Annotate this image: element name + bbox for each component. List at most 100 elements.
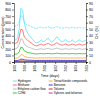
tick-label: 1/03 [74, 65, 78, 72]
legend-swatch [13, 85, 17, 86]
tick-mark [12, 16, 14, 17]
lines [14, 8, 86, 61]
x-axis-line [15, 63, 87, 65]
tick: 80 [86, 8, 93, 12]
tick-mark [12, 10, 14, 11]
tick: 40 [86, 34, 93, 38]
tick-mark [86, 3, 88, 4]
tick-mark [12, 55, 14, 56]
tick-mark [12, 62, 14, 63]
series-line [14, 15, 86, 28]
tick: 200 [5, 48, 14, 52]
tick: 60 [86, 21, 93, 25]
tick: 800 [5, 8, 14, 12]
tick: 0 [9, 61, 14, 65]
tick-mark [65, 62, 66, 64]
tick-label: 800 [5, 8, 11, 12]
tick-mark [86, 23, 88, 24]
tick-mark [86, 29, 88, 30]
tick-mark [45, 62, 46, 64]
tick-mark [24, 62, 25, 64]
tick-mark [86, 62, 88, 63]
tick-mark [12, 29, 14, 30]
legend-swatch [49, 85, 53, 86]
series-line [14, 60, 86, 62]
tick: 7/01 [43, 62, 47, 72]
legend-swatch [49, 93, 53, 94]
chart: 1/007/001/017/011/027/021/037/0301002003… [0, 0, 100, 98]
series-line [14, 29, 86, 46]
legend-swatch [49, 89, 53, 90]
tick-label: 10 [89, 54, 93, 58]
tick: 90 [86, 2, 93, 6]
tick-label: 30 [89, 41, 93, 45]
tick-mark [86, 62, 87, 64]
tick: 1/03 [74, 62, 78, 72]
tick-label: 0 [9, 61, 11, 65]
y-axis: 0100200300400500600700800900 [5, 2, 14, 65]
tick-label: 90 [89, 2, 93, 6]
tick-mark [35, 62, 36, 64]
legend: HydrogenMethaneEthylene carbon flowC2H4T… [13, 79, 88, 95]
series-line [14, 55, 86, 59]
tick-label: 50 [89, 28, 93, 32]
y2-axis-line [87, 4, 89, 63]
tick: 70 [86, 15, 93, 19]
tick-label: 1/00 [13, 65, 17, 72]
y-axis-title: Concentration (ppm) [0, 17, 4, 49]
tick-label: 100 [5, 54, 11, 58]
tick-label: 7/00 [23, 65, 27, 72]
tick: 600 [5, 21, 14, 25]
series-line [14, 47, 86, 54]
tick-label: 40 [89, 34, 93, 38]
tick: 1/01 [33, 62, 37, 72]
tick-mark [76, 62, 77, 64]
tick-label: 70 [89, 15, 93, 19]
y2-axis-title: CH₄ (%) [95, 26, 99, 39]
tick: 50 [86, 28, 93, 32]
legend-swatch [13, 93, 17, 94]
tick: 30 [86, 41, 93, 45]
tick: 300 [5, 41, 14, 45]
legend-label: Xylenes and toluenes [54, 91, 83, 95]
tick-mark [12, 23, 14, 24]
tick-mark [86, 42, 88, 43]
tick-label: 7/03 [85, 65, 89, 72]
legend-swatch [13, 89, 17, 90]
tick-label: 700 [5, 15, 11, 19]
x-axis-title: Time (days) [41, 74, 59, 78]
tick-label: 1/02 [54, 65, 58, 72]
tick-mark [86, 10, 88, 11]
legend-item: Xylenes and toluenes [49, 91, 83, 95]
tick-mark [12, 36, 14, 37]
tick-mark [55, 62, 56, 64]
tick-label: 80 [89, 8, 93, 12]
legend-label: C2H4 [18, 91, 26, 95]
series-line [14, 61, 86, 62]
tick: 100 [5, 54, 14, 58]
tick-label: 300 [5, 41, 11, 45]
tick: 400 [5, 34, 14, 38]
tick: 0 [86, 61, 91, 65]
legend-swatch [13, 81, 17, 82]
tick: 700 [5, 15, 14, 19]
series-line [14, 39, 86, 50]
tick-mark [12, 49, 14, 50]
tick: 10 [86, 54, 93, 58]
plot: 1/007/001/017/011/027/021/037/0301002003… [5, 2, 93, 72]
tick-mark [86, 16, 88, 17]
legend-swatch [49, 81, 53, 82]
tick: 7/00 [23, 62, 27, 72]
tick-label: 1/01 [33, 65, 37, 72]
tick-label: 500 [5, 28, 11, 32]
tick: 20 [86, 48, 93, 52]
tick-label: 200 [5, 48, 11, 52]
tick-mark [86, 55, 88, 56]
tick: 1/02 [54, 62, 58, 72]
series-line [14, 59, 86, 60]
tick-mark [12, 3, 14, 4]
tick-label: 600 [5, 21, 11, 25]
tick: 7/02 [64, 62, 68, 72]
tick: 500 [5, 28, 14, 32]
tick-label: 60 [89, 21, 93, 25]
